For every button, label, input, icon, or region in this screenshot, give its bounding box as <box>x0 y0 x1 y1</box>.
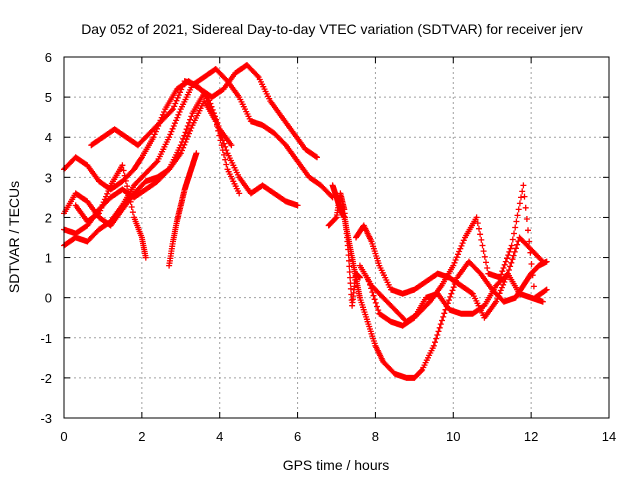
y-tick-label: 2 <box>45 210 52 225</box>
series-trace-5 <box>88 78 235 149</box>
y-axis-label: SDTVAR / TECUs <box>6 181 22 293</box>
series-trace-8 <box>329 182 550 381</box>
x-tick-label: 6 <box>294 429 301 444</box>
series-trace-11 <box>364 270 546 329</box>
y-tick-label: -2 <box>40 371 52 386</box>
series-trace-9 <box>353 222 546 321</box>
y-tick-label: 1 <box>45 251 52 266</box>
plus-markers <box>353 222 546 321</box>
series-trace-12 <box>325 190 363 309</box>
plus-markers <box>364 270 546 329</box>
y-tick-label: 6 <box>45 50 52 65</box>
grid <box>64 57 609 418</box>
y-tick-label: -3 <box>40 411 52 426</box>
x-axis-label: GPS time / hours <box>283 457 390 473</box>
y-tick-label: 3 <box>45 170 52 185</box>
x-tick-label: 4 <box>216 429 223 444</box>
data-points <box>61 62 550 381</box>
chart-title: Day 052 of 2021, Sidereal Day-to-day VTE… <box>81 21 583 37</box>
x-tick-labels: 0 2 4 6 8 10 12 14 <box>60 429 616 444</box>
x-tick-label: 14 <box>602 429 616 444</box>
plus-markers <box>72 162 149 261</box>
y-tick-label: 5 <box>45 90 52 105</box>
plus-markers <box>325 190 363 309</box>
series-trace-7 <box>166 150 200 269</box>
series-trace-6 <box>72 162 149 261</box>
plot-frame <box>63 56 610 419</box>
plus-markers <box>88 78 235 149</box>
y-tick-label: 0 <box>45 291 52 306</box>
axis-ticks <box>63 56 610 419</box>
plus-markers <box>329 182 550 381</box>
y-tick-label: -1 <box>40 331 52 346</box>
x-tick-label: 12 <box>524 429 538 444</box>
x-tick-label: 10 <box>446 429 460 444</box>
y-tick-labels: 6 5 4 3 2 1 0 -1 -2 -3 <box>40 50 52 426</box>
y-tick-label: 4 <box>45 130 52 145</box>
x-tick-label: 2 <box>138 429 145 444</box>
plus-markers <box>166 150 200 269</box>
x-tick-label: 8 <box>372 429 379 444</box>
x-tick-label: 0 <box>60 429 67 444</box>
